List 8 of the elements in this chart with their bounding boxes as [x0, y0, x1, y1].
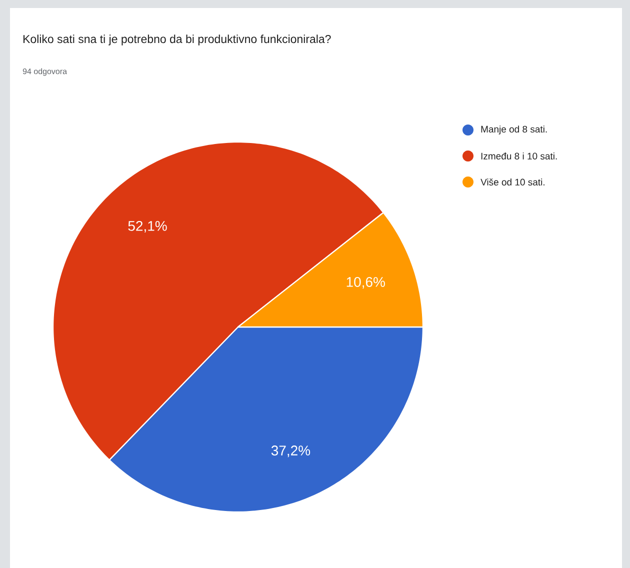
legend-label: Između 8 i 10 sati. [481, 152, 557, 160]
chart-subtitle: 94 odgovora [22, 68, 68, 76]
data-label: 10,6% [346, 277, 385, 289]
legend-label: Manje od 8 sati. [481, 126, 547, 134]
data-label: 52,1% [128, 220, 167, 233]
data-label: 37,2% [271, 446, 310, 458]
legend-label: Više od 10 sati. [480, 178, 544, 186]
chart-title: Koliko sati sna ti je potrebno da bi produktivno funkcionirala? [23, 34, 331, 46]
